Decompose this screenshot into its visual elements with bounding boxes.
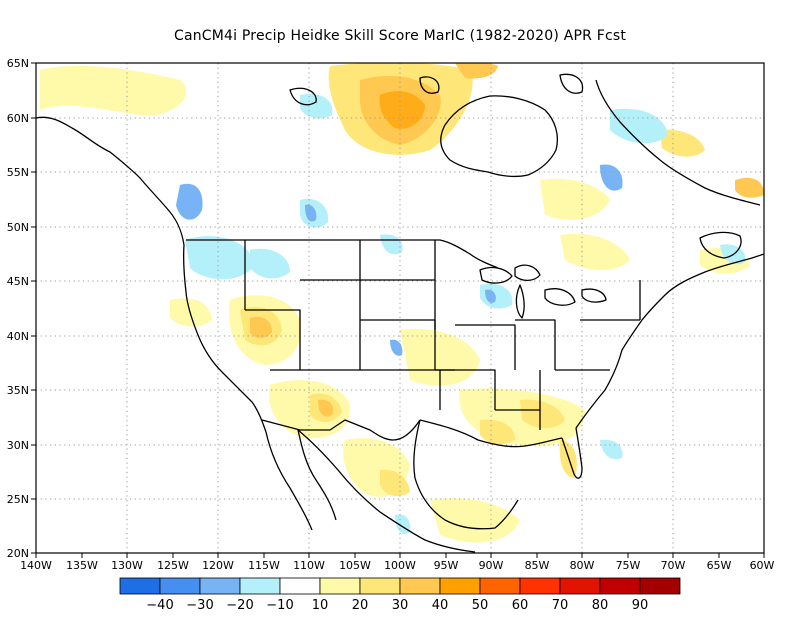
lon-label: 90W bbox=[479, 559, 504, 572]
lon-label: 140W bbox=[20, 559, 52, 572]
colorbar-swatch bbox=[599, 577, 641, 595]
colorbar-swatch bbox=[119, 577, 161, 595]
lat-label: 20N bbox=[7, 547, 29, 560]
lon-label: 105W bbox=[339, 559, 371, 572]
colorbar-label: −30 bbox=[186, 598, 213, 613]
lat-label: 40N bbox=[7, 330, 29, 343]
lon-label: 110W bbox=[293, 559, 325, 572]
lon-label: 75W bbox=[616, 559, 641, 572]
colorbar-swatch bbox=[239, 577, 281, 595]
colorbar-label: −20 bbox=[226, 598, 253, 613]
coastlines-and-borders bbox=[36, 73, 764, 553]
lon-label: 80W bbox=[570, 559, 595, 572]
colorbar-swatch bbox=[439, 577, 481, 595]
colorbar-swatch bbox=[359, 577, 401, 595]
lat-label: 35N bbox=[7, 384, 29, 397]
colorbar-swatch bbox=[479, 577, 521, 595]
map-plot-area bbox=[36, 63, 764, 553]
graticule bbox=[36, 63, 764, 553]
lon-label: 85W bbox=[525, 559, 550, 572]
colorbar-label: 20 bbox=[352, 598, 369, 613]
lon-label: 130W bbox=[111, 559, 143, 572]
colorbar: −40 −30 −20 −10 10 20 30 40 50 60 70 80 90 bbox=[119, 577, 681, 613]
lon-label: 100W bbox=[384, 559, 416, 572]
lat-label: 25N bbox=[7, 493, 29, 506]
colorbar-label: 60 bbox=[512, 598, 529, 613]
lon-label: 65W bbox=[707, 559, 732, 572]
colorbar-swatch bbox=[319, 577, 361, 595]
lat-label: 60N bbox=[7, 112, 29, 125]
latitude-labels: 65N 60N 55N 50N 45N 40N 35N 30N 25N 20N bbox=[7, 57, 29, 560]
colorbar-label: 10 bbox=[312, 598, 329, 613]
lat-label: 65N bbox=[7, 57, 29, 70]
colorbar-swatch bbox=[159, 577, 201, 595]
lon-label: 95W bbox=[434, 559, 459, 572]
lon-label: 115W bbox=[248, 559, 280, 572]
colorbar-label: 90 bbox=[632, 598, 649, 613]
lon-label: 125W bbox=[157, 559, 189, 572]
colorbar-label: 70 bbox=[552, 598, 569, 613]
lon-label: 70W bbox=[661, 559, 686, 572]
colorbar-swatch bbox=[199, 577, 241, 595]
colorbar-label: 30 bbox=[392, 598, 409, 613]
lon-label: 60W bbox=[750, 559, 775, 572]
lat-label: 50N bbox=[7, 221, 29, 234]
colorbar-swatch bbox=[399, 577, 441, 595]
lat-label: 30N bbox=[7, 439, 29, 452]
longitude-labels: 140W 135W 130W 125W 120W 115W 110W 105W … bbox=[20, 559, 774, 572]
colorbar-label: 80 bbox=[592, 598, 609, 613]
lat-label: 55N bbox=[7, 166, 29, 179]
lat-label: 45N bbox=[7, 275, 29, 288]
colorbar-swatch bbox=[559, 577, 601, 595]
colorbar-swatch bbox=[519, 577, 561, 595]
colorbar-label: −40 bbox=[146, 598, 173, 613]
colorbar-label: −10 bbox=[266, 598, 293, 613]
lon-label: 120W bbox=[202, 559, 234, 572]
axis-ticks bbox=[31, 62, 765, 558]
skill-shading bbox=[40, 63, 764, 543]
lon-label: 135W bbox=[66, 559, 98, 572]
colorbar-swatch bbox=[279, 577, 321, 595]
colorbar-label: 40 bbox=[432, 598, 449, 613]
colorbar-swatch bbox=[639, 577, 681, 595]
page-title: CanCM4i Precip Heidke Skill Score MarIC … bbox=[173, 28, 627, 44]
colorbar-label: 50 bbox=[472, 598, 489, 613]
